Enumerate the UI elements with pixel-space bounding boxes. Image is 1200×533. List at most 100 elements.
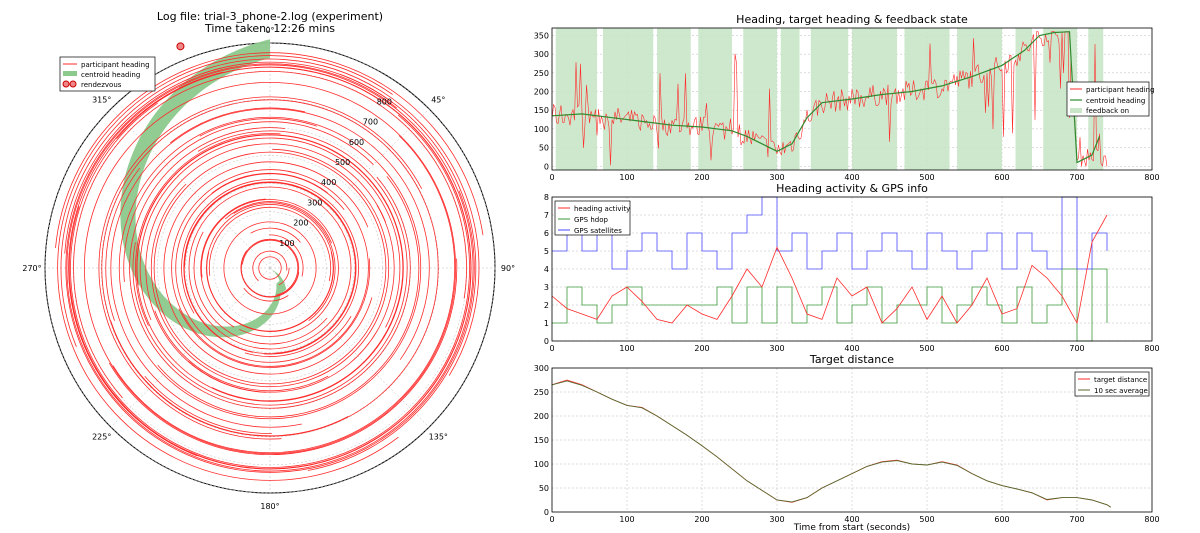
participant-heading-arc xyxy=(112,135,456,454)
panel-title: Heading, target heading & feedback state xyxy=(736,13,968,26)
y-tick-label: 50 xyxy=(539,144,549,153)
participant-heading-ring xyxy=(240,238,300,298)
participant-heading-line xyxy=(551,31,1108,167)
y-tick-label: 0 xyxy=(544,337,549,346)
x-tick-label: 500 xyxy=(919,344,934,353)
x-tick-label: 400 xyxy=(844,515,859,524)
x-tick-label: 400 xyxy=(844,344,859,353)
polar-chart: 100 200 300 400 500 600 700 800 0° 45° 90° 135° 180°… xyxy=(22,26,515,511)
polar-radial-tick-label: 300 xyxy=(307,198,322,207)
polar-angle-tick-label: 45° xyxy=(431,96,445,105)
legend-feedback-label: feedback on xyxy=(1086,107,1129,115)
panel3-legend: target distance 10 sec average xyxy=(1074,371,1150,397)
legend-centroid-label: centroid heading xyxy=(81,71,140,79)
x-tick-label: 600 xyxy=(994,344,1009,353)
polar-angle-tick-label: 135° xyxy=(429,432,448,441)
participant-heading-arc xyxy=(145,143,387,393)
participant-heading-arc xyxy=(68,71,224,457)
gps-satellites-line xyxy=(552,196,1108,270)
participant-heading-series xyxy=(55,52,484,481)
participant-heading-arc xyxy=(178,258,371,368)
participant-heading-arc xyxy=(108,258,458,455)
participant-heading-arc xyxy=(57,55,399,481)
activity-gps-chart: Heading activity & GPS info 0 100 200 300 400… xyxy=(544,182,1160,353)
participant-heading-arc xyxy=(73,71,467,399)
y-tick-label: 6 xyxy=(544,229,549,238)
panel-title: Heading activity & GPS info xyxy=(776,182,928,195)
participant-heading-arc xyxy=(150,148,390,388)
x-tick-label: 600 xyxy=(994,515,1009,524)
polar-radial-tick-label: 600 xyxy=(349,138,364,147)
y-tick-label: 8 xyxy=(544,193,549,202)
participant-heading-ring xyxy=(153,151,387,385)
x-tick-label: 0 xyxy=(549,515,554,524)
feedback-on-span xyxy=(555,28,597,170)
legend-rendezvous-swatch xyxy=(69,80,77,88)
participant-heading-ring xyxy=(83,81,457,455)
polar-grid-spoke xyxy=(269,108,430,269)
x-tick-label: 300 xyxy=(769,344,784,353)
feedback-on-span xyxy=(904,28,950,170)
polar-grid-spoke xyxy=(110,108,271,269)
heading-activity-line xyxy=(551,214,1108,325)
x-tick-label: 500 xyxy=(919,515,934,524)
x-tick-label: 600 xyxy=(994,173,1009,182)
average-distance-line xyxy=(551,380,1112,508)
x-tick-label: 700 xyxy=(1069,173,1084,182)
participant-heading-arc xyxy=(123,121,374,282)
participant-heading-arc xyxy=(242,239,299,296)
y-tick-label: 150 xyxy=(534,106,549,115)
feedback-on-span xyxy=(743,28,777,170)
polar-radial-tick-label: 400 xyxy=(321,178,336,187)
y-tick-label: 250 xyxy=(534,69,549,78)
y-tick-label: 2 xyxy=(544,301,549,310)
participant-heading-arc xyxy=(69,66,472,470)
y-tick-label: 7 xyxy=(544,211,549,220)
participant-heading-arc xyxy=(64,61,394,254)
polar-grid-spoke xyxy=(110,267,271,428)
rendezvous-point xyxy=(176,42,185,51)
participant-heading-arc xyxy=(55,52,484,248)
y-tick-label: 0 xyxy=(544,508,549,517)
polar-angle-tick-label: 180° xyxy=(260,502,279,511)
x-tick-label: 100 xyxy=(619,344,634,353)
legend-frame xyxy=(554,200,631,236)
legend-average-label: 10 sec average xyxy=(1094,387,1148,395)
participant-heading-arc xyxy=(98,96,423,440)
legend-frame xyxy=(1074,371,1150,397)
legend-feedback-swatch xyxy=(1070,108,1082,113)
participant-heading-arc xyxy=(65,63,475,473)
polar-angle-tick-label: 0° xyxy=(265,26,274,35)
x-tick-label: 200 xyxy=(694,515,709,524)
participant-heading-ring xyxy=(188,186,352,350)
x-tick-label: 300 xyxy=(769,515,784,524)
participant-heading-arc xyxy=(199,118,317,137)
participant-heading-arc xyxy=(243,287,289,302)
feedback-on-span xyxy=(957,28,1002,170)
x-tick-label: 400 xyxy=(844,173,859,182)
y-tick-label: 100 xyxy=(534,460,549,469)
x-tick-label: 700 xyxy=(1069,515,1084,524)
participant-heading-arc xyxy=(224,201,332,244)
participant-heading-arc xyxy=(252,252,262,282)
legend-participant-label: participant heading xyxy=(1086,86,1155,94)
y-tick-label: 4 xyxy=(544,265,549,274)
x-tick-label: 300 xyxy=(769,173,784,182)
participant-heading-ring xyxy=(101,99,439,437)
panel-title: Target distance xyxy=(809,353,894,366)
y-tick-label: 50 xyxy=(539,484,549,493)
heading-chart: Heading, target heading & feedback state… xyxy=(534,13,1160,182)
participant-heading-arc xyxy=(105,167,141,321)
participant-heading-arc xyxy=(200,198,266,328)
participant-heading-arc xyxy=(170,107,305,144)
participant-heading-arc xyxy=(136,134,404,402)
legend-participant-label: participant heading xyxy=(81,61,150,69)
participant-heading-arc xyxy=(135,133,281,326)
participant-heading-arc xyxy=(181,179,359,357)
y-tick-label: 100 xyxy=(534,125,549,134)
legend-target-label: target distance xyxy=(1094,376,1147,384)
feedback-on-span xyxy=(657,28,691,170)
y-tick-label: 300 xyxy=(534,364,549,373)
